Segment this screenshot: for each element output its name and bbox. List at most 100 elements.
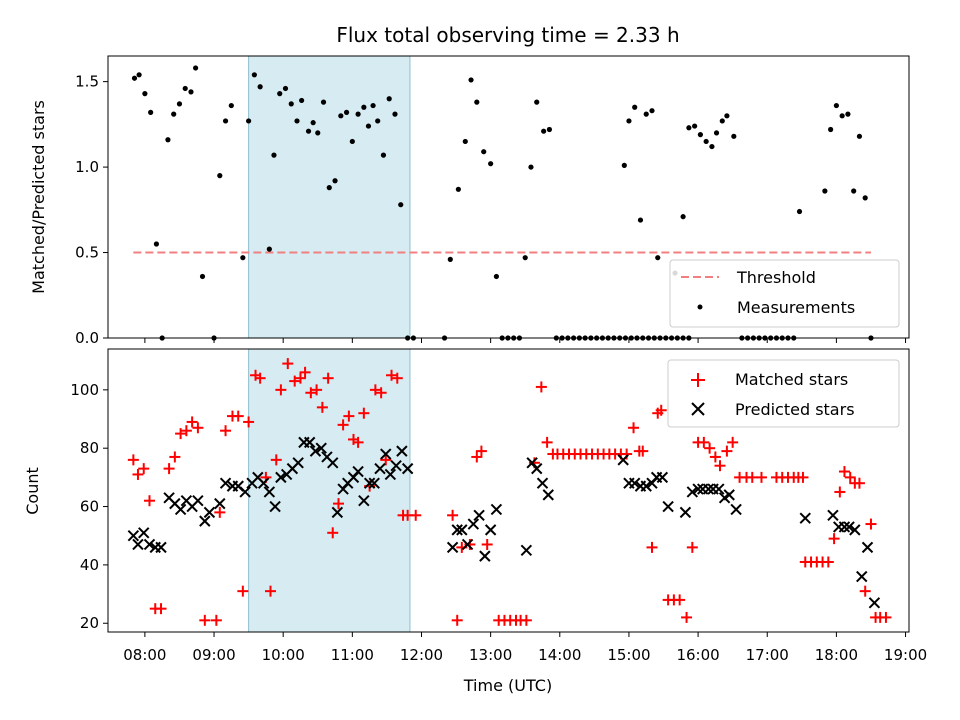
measurement-point xyxy=(176,101,183,107)
predicted-star-point xyxy=(269,500,281,513)
predicted-star-point xyxy=(275,471,287,484)
bottom-x-tick-label: 14:00 xyxy=(538,646,581,664)
measurement-point xyxy=(455,186,461,192)
measurement-point xyxy=(643,111,649,117)
legend-measurements-swatch xyxy=(697,304,703,310)
matched-star-point xyxy=(311,384,323,396)
measurement-point xyxy=(709,143,715,150)
matched-star-point xyxy=(192,422,204,434)
bottom-x-axis-ticks: 08:00 09:00 10:00 11:00 12:00 13:00 14:00 15:00… xyxy=(123,632,927,664)
bottom-y-tick-label: 20 xyxy=(80,614,99,632)
predicted-star-point xyxy=(656,471,669,484)
matched-star-point xyxy=(155,603,167,615)
measurement-point xyxy=(370,102,376,109)
measurement-point xyxy=(165,137,171,143)
measurement-point xyxy=(468,77,474,83)
matched-star-point xyxy=(727,436,739,448)
predicted-star-point xyxy=(479,550,491,562)
measurement-point xyxy=(266,246,272,252)
measurement-point xyxy=(361,104,367,110)
bottom-y-axis-label: Count xyxy=(23,467,42,515)
predicted-star-point xyxy=(380,448,392,460)
matched-star-point xyxy=(337,419,349,431)
predicted-star-point xyxy=(396,445,408,457)
measurement-point xyxy=(131,75,138,81)
legend-matched-label: Matched stars xyxy=(735,370,848,389)
top-y-tick-label: 0.5 xyxy=(75,244,99,262)
matched-star-point xyxy=(375,387,387,399)
bottom-x-tick-label: 17:00 xyxy=(746,646,789,664)
measurement-point xyxy=(680,214,686,220)
matched-star-point xyxy=(127,454,139,466)
matched-star-point xyxy=(352,436,364,448)
predicted-star-point xyxy=(692,483,704,495)
measurement-point xyxy=(697,132,703,138)
matched-star-point xyxy=(520,614,532,626)
matched-star-point xyxy=(386,369,398,381)
matched-star-point xyxy=(333,498,345,510)
predicted-star-point xyxy=(143,538,156,551)
matched-star-point xyxy=(838,466,850,478)
predicted-star-point xyxy=(358,495,370,507)
top-y-tick-label: 1.0 xyxy=(75,158,99,176)
legend-predicted-label: Predicted stars xyxy=(735,400,855,419)
matched-star-point xyxy=(541,436,553,448)
matched-star-point xyxy=(186,416,198,428)
measurement-point xyxy=(332,178,338,184)
matched-star-point xyxy=(797,471,809,483)
measurement-point xyxy=(228,102,234,109)
top-y-tick-label: 0.0 xyxy=(75,329,99,347)
measurement-point xyxy=(845,111,851,117)
predicted-star-point xyxy=(257,477,270,489)
measurement-point xyxy=(488,161,494,167)
measurement-point xyxy=(621,162,627,168)
measurement-point xyxy=(541,128,547,134)
matched-star-point xyxy=(834,486,846,498)
measurement-point xyxy=(692,123,698,129)
predicted-star-point xyxy=(467,518,480,530)
matched-star-point xyxy=(447,509,459,521)
matched-star-point xyxy=(410,509,422,521)
bottom-y-tick-label: 80 xyxy=(80,439,99,457)
predicted-star-point xyxy=(384,468,397,481)
measurement-point xyxy=(217,173,223,179)
predicted-star-point xyxy=(679,506,692,519)
matched-star-point xyxy=(709,451,721,463)
matched-star-point xyxy=(755,471,767,483)
matched-star-point xyxy=(646,541,658,553)
predicted-star-point xyxy=(331,506,344,519)
measurement-point xyxy=(136,72,142,78)
matched-star-point xyxy=(180,425,192,437)
matched-star-point xyxy=(822,556,834,568)
measurement-point xyxy=(380,152,387,158)
measurement-point xyxy=(522,255,528,261)
matched-star-point xyxy=(535,381,547,393)
predicted-star-point xyxy=(473,509,485,522)
matched-star-point xyxy=(214,506,226,518)
matched-star-point xyxy=(316,401,328,413)
top-plot-panel: 0.0 0.5 1.0 1.5 xyxy=(75,55,910,347)
bottom-x-tick-label: 16:00 xyxy=(676,646,719,664)
legend-predicted-swatch xyxy=(691,402,705,416)
measurement-point xyxy=(282,85,289,92)
measurement-point xyxy=(632,104,638,110)
measurement-point xyxy=(271,152,277,158)
measurement-point xyxy=(192,65,199,71)
matched-star-point xyxy=(220,425,232,437)
matched-star-point xyxy=(243,416,255,428)
measurement-point xyxy=(796,208,803,215)
measurement-point xyxy=(188,89,194,95)
matched-star-point xyxy=(369,384,381,396)
matched-star-point xyxy=(294,372,306,384)
measurement-point xyxy=(839,113,845,119)
matched-star-point xyxy=(143,495,155,507)
legend-matched-swatch xyxy=(691,373,705,387)
matched-star-point xyxy=(655,404,667,416)
predicted-star-point xyxy=(702,483,715,495)
matched-star-point xyxy=(391,372,403,384)
predicted-star-point xyxy=(374,462,386,475)
bottom-legend-box xyxy=(667,359,900,428)
matched-star-point xyxy=(475,445,487,457)
matched-star-point xyxy=(210,614,222,626)
measurement-point xyxy=(315,130,321,136)
